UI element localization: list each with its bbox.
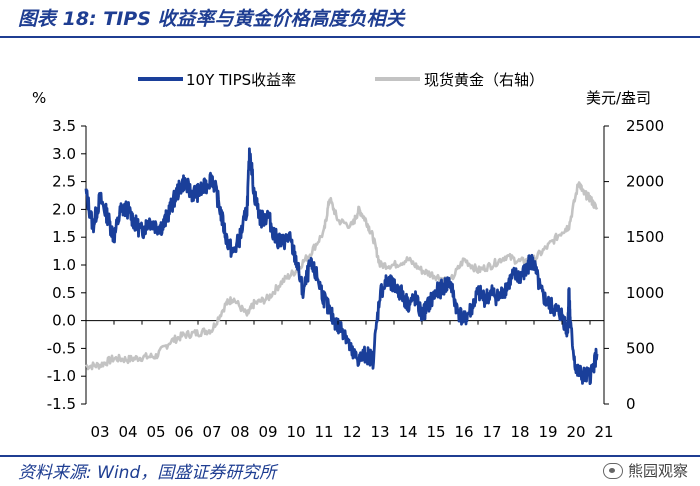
watermark: 熊园观察 [602, 460, 688, 481]
left-tick-label: 2.5 [52, 173, 76, 191]
left-tick-label: 3.5 [52, 117, 76, 135]
legend-label-gold: 现货黄金（右轴） [424, 71, 544, 89]
x-tick-label: 03 [90, 423, 109, 441]
x-tick-label: 04 [118, 423, 137, 441]
right-tick-label: 2500 [626, 117, 664, 135]
x-tick-label: 07 [202, 423, 221, 441]
right-tick-label: 0 [626, 395, 636, 413]
right-tick-label: 1500 [626, 228, 664, 246]
footer-rule [0, 455, 700, 457]
wechat-icon [602, 462, 623, 479]
left-axis-unit: % [32, 89, 46, 107]
left-tick-label: -1.5 [47, 395, 76, 413]
left-tick-label: -0.5 [47, 339, 76, 357]
watermark-text: 熊园观察 [627, 462, 688, 480]
x-tick-label: 11 [314, 423, 333, 441]
x-tick-label: 17 [482, 423, 501, 441]
x-tick-label: 14 [398, 423, 417, 441]
x-tick-label: 15 [426, 423, 445, 441]
left-tick-label: 3.0 [52, 145, 76, 163]
left-tick-label: -1.0 [47, 367, 76, 385]
x-tick-label: 09 [258, 423, 277, 441]
x-tick-label: 08 [230, 423, 249, 441]
right-tick-label: 2000 [626, 173, 664, 191]
x-tick-label: 13 [370, 423, 389, 441]
legend-label-tips: 10Y TIPS收益率 [186, 71, 296, 89]
series-line-tips [84, 147, 599, 385]
x-tick-label: 10 [286, 423, 305, 441]
title-rule [0, 36, 700, 38]
x-tick-label: 06 [174, 423, 193, 441]
x-tick-label: 18 [510, 423, 529, 441]
right-tick-label: 500 [626, 339, 655, 357]
x-tick-label: 16 [454, 423, 473, 441]
x-tick-label: 21 [594, 423, 613, 441]
x-tick-label: 05 [146, 423, 165, 441]
left-tick-label: 2.0 [52, 200, 76, 218]
left-tick-label: 1.5 [52, 228, 76, 246]
x-tick-label: 19 [538, 423, 557, 441]
left-tick-label: 0.5 [52, 284, 76, 302]
left-tick-label: 0.0 [52, 312, 76, 330]
right-tick-label: 1000 [626, 284, 664, 302]
left-tick-label: 1.0 [52, 256, 76, 274]
source-note: 资料来源: Wind，国盛证券研究所 [18, 463, 277, 483]
x-tick-label: 20 [566, 423, 585, 441]
right-axis-unit: 美元/盎司 [586, 89, 651, 107]
x-tick-label: 12 [342, 423, 361, 441]
chart-title: 图表 18: TIPS 收益率与黄金价格高度负相关 [18, 8, 405, 30]
